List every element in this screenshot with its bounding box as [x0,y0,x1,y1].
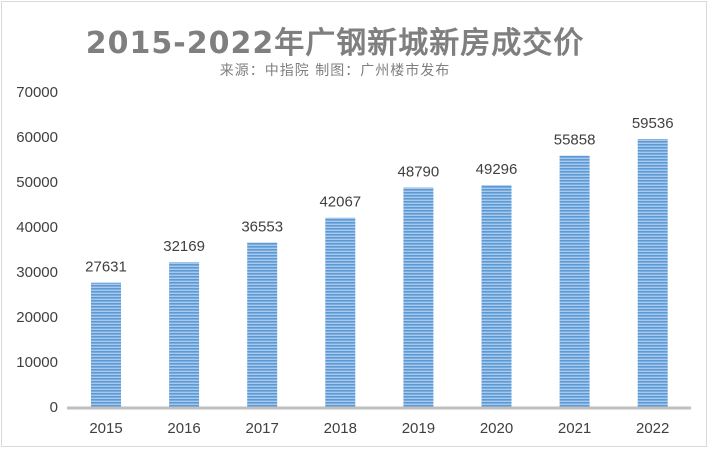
bar-2022 [637,139,668,407]
x-tick-label: 2019 [402,420,435,437]
x-tick-label: 2016 [167,420,200,437]
data-label: 55858 [554,132,596,149]
x-tick-label: 2022 [636,420,669,437]
x-tick-label: 2021 [558,420,591,437]
y-tick-label: 40000 [16,219,58,236]
chart-title: 2015-2022年广钢新城新房成交价 [85,26,585,61]
bar-2021 [559,155,590,407]
y-tick-label: 60000 [16,129,58,146]
x-tick-label: 2017 [246,420,279,437]
data-label: 49296 [476,161,518,178]
data-label: 59536 [632,115,674,132]
x-tick-label: 2018 [324,420,357,437]
data-label: 27631 [85,259,127,276]
bar-2020 [481,185,512,407]
bar-2016 [169,262,200,407]
x-tick-label: 2015 [89,420,122,437]
y-tick-label: 70000 [16,84,58,101]
bar-2015 [91,282,121,407]
bar-2017 [247,242,278,407]
data-label: 48790 [398,163,440,180]
bar-2018 [325,217,356,407]
y-tick-label: 20000 [16,309,58,326]
chart-subtitle: 来源：中指院 制图：广州楼市发布 [219,63,451,79]
y-tick-label: 50000 [16,174,58,191]
y-tick-label: 30000 [16,264,58,281]
data-label: 42067 [319,194,361,211]
y-tick-label: 10000 [16,354,58,371]
x-tick-label: 2020 [480,420,513,437]
y-tick-label: 0 [50,399,58,416]
data-label: 32169 [163,238,205,255]
bar-2019 [403,187,434,407]
data-label: 36553 [241,219,283,236]
